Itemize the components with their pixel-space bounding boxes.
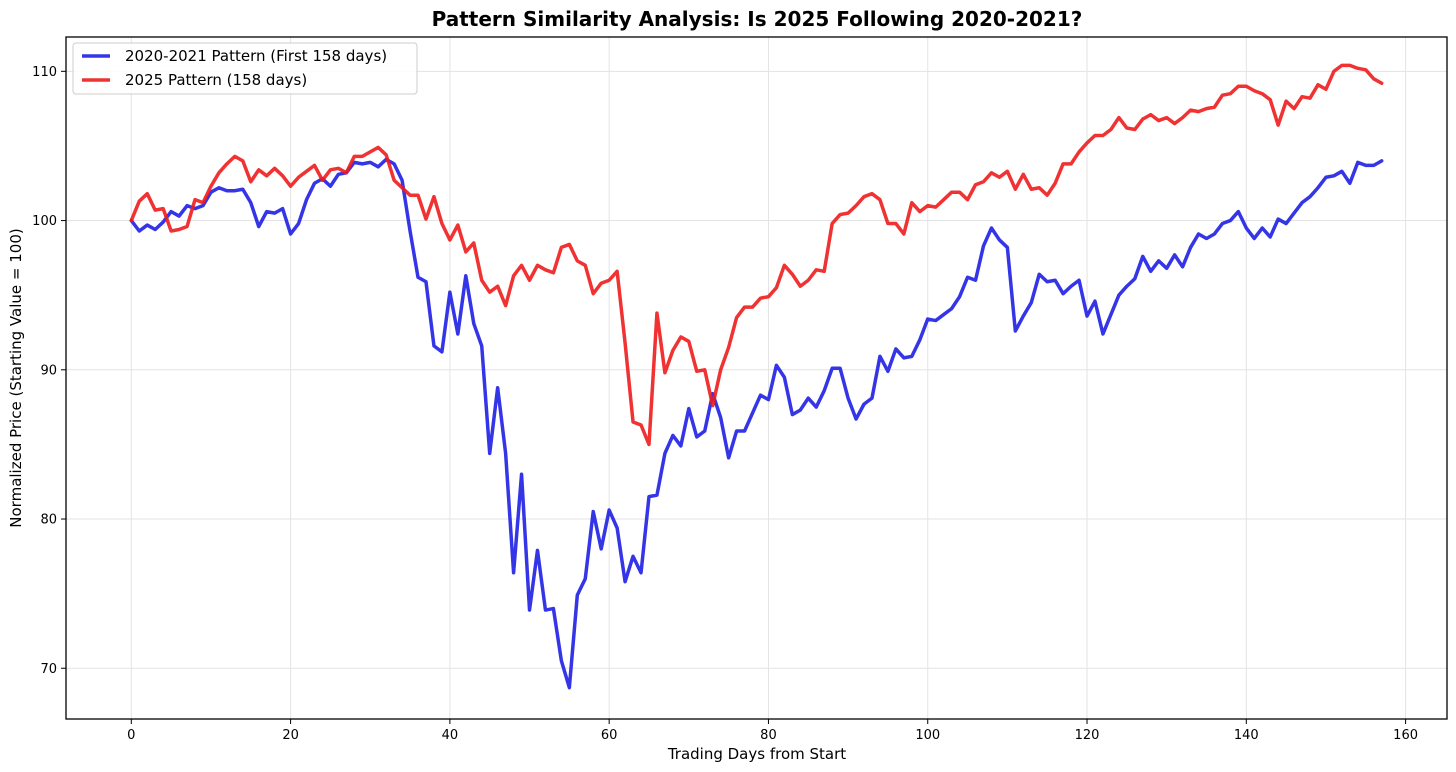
series-line-2025: [129, 63, 1384, 447]
legend-label-2020-2021: 2020-2021 Pattern (First 158 days): [125, 47, 387, 65]
x-tick-label: 120: [1075, 728, 1100, 743]
y-axis-label: Normalized Price (Starting Value = 100): [7, 228, 25, 527]
plot-area-frame: [65, 36, 1448, 720]
chart-title: Pattern Similarity Analysis: Is 2025 Fol…: [432, 7, 1083, 31]
x-tick-label: 100: [915, 728, 940, 743]
series-line-2020-2021: [129, 157, 1384, 690]
legend: 2020-2021 Pattern (First 158 days) 2025 …: [72, 42, 418, 95]
x-tick-label: 60: [601, 728, 618, 743]
y-tick-label: 70: [40, 662, 57, 677]
x-axis-label: Trading Days from Start: [667, 745, 846, 763]
series-lines: [129, 63, 1384, 690]
y-tick-label: 110: [32, 65, 57, 80]
x-tick-label: 80: [760, 728, 777, 743]
x-tick-label: 40: [442, 728, 459, 743]
legend-box: [72, 42, 418, 95]
x-tick-label: 0: [127, 728, 135, 743]
y-tick-label: 100: [32, 214, 57, 229]
y-tick-label: 90: [40, 363, 57, 378]
y-axis-ticks: 70 80 90 100 110: [32, 65, 66, 677]
x-axis-ticks: 0 20 40 60 80 100 120 140 160: [127, 719, 1418, 743]
x-tick-label: 20: [282, 728, 299, 743]
grid: [66, 37, 1447, 719]
legend-label-2025: 2025 Pattern (158 days): [125, 71, 307, 89]
y-tick-label: 80: [40, 513, 57, 528]
x-tick-label: 160: [1393, 728, 1418, 743]
x-tick-label: 140: [1234, 728, 1259, 743]
